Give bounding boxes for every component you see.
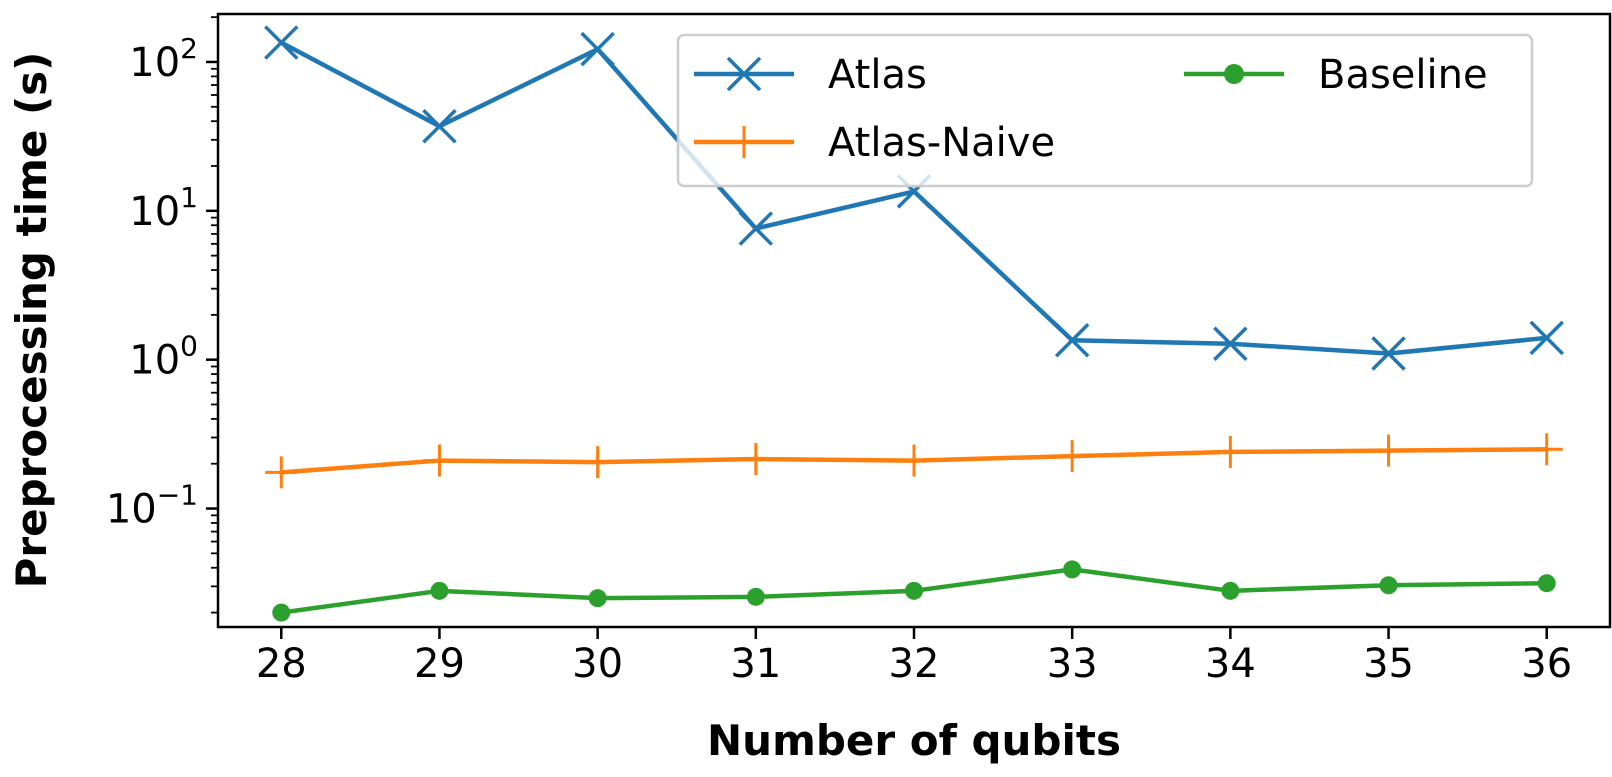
x-tick-label: 35 xyxy=(1363,641,1414,687)
legend-label: Baseline xyxy=(1318,52,1488,98)
x-tick-label: 31 xyxy=(730,641,781,687)
plot-marks xyxy=(264,25,1564,622)
data-point-atlas xyxy=(1213,326,1248,361)
data-point-atlas-naive xyxy=(1056,440,1089,473)
legend-marker xyxy=(1224,64,1244,84)
data-point-baseline xyxy=(588,589,607,608)
x-tick-label: 33 xyxy=(1047,641,1098,687)
data-point-atlas xyxy=(1371,336,1406,371)
x-tick-label: 30 xyxy=(572,641,623,687)
data-point-atlas-naive xyxy=(581,446,614,479)
data-point-atlas xyxy=(1054,323,1090,358)
data-point-atlas xyxy=(1529,320,1564,356)
data-point-atlas xyxy=(422,109,457,144)
data-point-baseline xyxy=(746,587,765,606)
y-tick-label: 102 xyxy=(129,32,198,86)
legend-item-atlas: Atlas xyxy=(694,52,927,98)
x-tick-label: 29 xyxy=(414,641,465,687)
data-point-atlas-naive xyxy=(265,456,298,489)
data-point-atlas-naive xyxy=(1372,434,1405,467)
y-tick-label: 101 xyxy=(129,181,198,235)
data-point-baseline xyxy=(1379,576,1398,595)
legend-marker xyxy=(726,56,762,92)
data-point-atlas-naive xyxy=(1214,435,1247,468)
data-point-baseline xyxy=(1221,581,1240,600)
data-point-baseline xyxy=(1537,574,1556,593)
x-axis: 28 29 30 31 32 33 34 35 36 xyxy=(256,627,1572,687)
data-point-atlas xyxy=(580,31,615,67)
data-point-baseline xyxy=(272,603,291,622)
data-point-atlas-naive xyxy=(739,443,772,476)
series-atlas xyxy=(264,25,1564,371)
x-axis-label: Number of qubits xyxy=(707,716,1121,765)
y-axis-label: Preprocessing time (s) xyxy=(7,52,56,589)
y-tick-label: 100 xyxy=(129,330,198,384)
data-point-baseline xyxy=(1063,560,1082,579)
data-point-atlas-naive xyxy=(1530,433,1563,466)
legend-label: Atlas xyxy=(828,52,927,98)
y-axis: 102 101 100 10−1 xyxy=(106,16,218,614)
y-tick-label: 10−1 xyxy=(106,479,198,533)
x-tick-label: 28 xyxy=(256,641,307,687)
x-tick-label: 36 xyxy=(1521,641,1572,687)
legend-item-atlas-naive: Atlas-Naive xyxy=(694,120,1055,166)
data-point-atlas-naive xyxy=(898,444,930,477)
series-atlas-naive xyxy=(265,433,1563,489)
legend-item-baseline: Baseline xyxy=(1184,52,1488,98)
data-point-atlas xyxy=(264,25,299,60)
series-baseline xyxy=(272,560,1556,622)
legend-box xyxy=(676,33,1534,188)
data-point-baseline xyxy=(430,581,449,600)
legend-label: Atlas-Naive xyxy=(828,120,1055,166)
data-point-atlas-naive xyxy=(423,444,456,477)
legend: Atlas Atlas-Naive Baseline xyxy=(676,33,1534,188)
x-tick-label: 34 xyxy=(1205,641,1256,687)
x-tick-label: 32 xyxy=(889,641,940,687)
legend-marker xyxy=(728,126,760,158)
data-point-atlas xyxy=(738,211,774,246)
data-point-baseline xyxy=(905,581,923,600)
